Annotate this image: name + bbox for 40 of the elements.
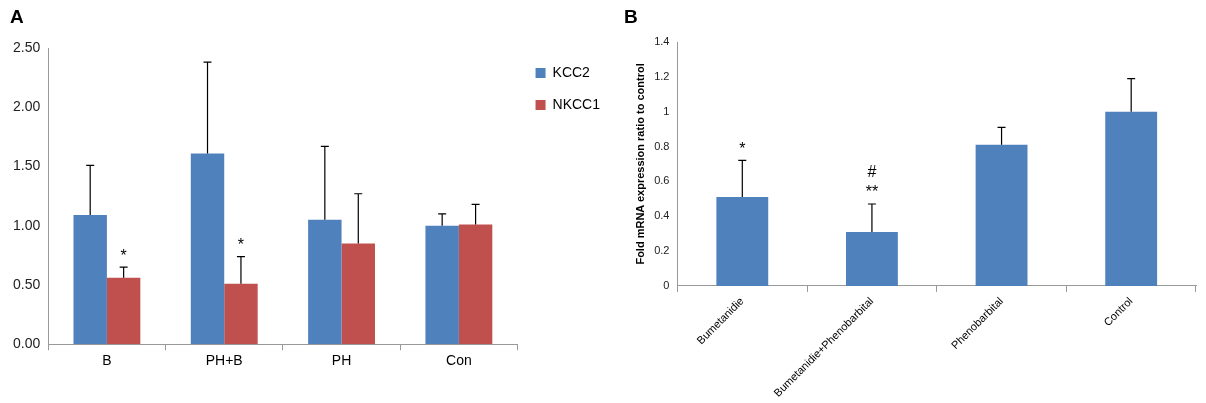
bar (341, 243, 375, 345)
x-tick-label: B (102, 352, 112, 369)
bar (975, 144, 1028, 286)
y-tick-label: 2.50 (13, 38, 41, 55)
y-tick-label: 0.50 (13, 275, 41, 292)
bar (716, 197, 769, 286)
bar (458, 224, 493, 345)
bar (846, 231, 898, 286)
y-axis-title: Fold mRNA expression ratio to control (633, 63, 646, 265)
annotation: * (739, 139, 746, 157)
x-tick-label: Con (446, 352, 472, 369)
y-tick-label: 0.4 (654, 209, 670, 222)
y-tick-label: 2.00 (13, 98, 41, 115)
x-tick-label: PH+B (205, 352, 243, 369)
y-tick-label: 0.2 (654, 244, 670, 257)
annotation: * (237, 235, 245, 253)
y-tick-label: 1.2 (654, 69, 670, 82)
bar (224, 283, 258, 345)
annotation: * (120, 246, 127, 264)
chart-title: A (10, 5, 24, 27)
y-tick-label: 0.6 (654, 174, 670, 187)
annotation: ** (865, 183, 879, 201)
chart-title: B (624, 5, 638, 27)
y-tick-label: 1.4 (654, 35, 670, 48)
bar (1105, 111, 1158, 286)
y-tick-label: 1.00 (13, 216, 41, 233)
bar (308, 219, 342, 345)
y-tick-label: 0 (663, 278, 670, 291)
bar (106, 277, 141, 345)
legend-label: NKCC1 (552, 95, 601, 112)
x-tick-label: PH (331, 352, 352, 369)
bar (425, 225, 459, 345)
y-tick-label: 0.8 (654, 139, 670, 152)
y-tick-label: 1.50 (13, 157, 41, 174)
bar (73, 215, 107, 345)
legend-label: KCC2 (552, 63, 591, 80)
annotation: # (867, 163, 877, 181)
bar (190, 153, 225, 345)
y-tick-label: 1 (663, 104, 670, 117)
y-tick-label: 0.00 (13, 335, 41, 352)
